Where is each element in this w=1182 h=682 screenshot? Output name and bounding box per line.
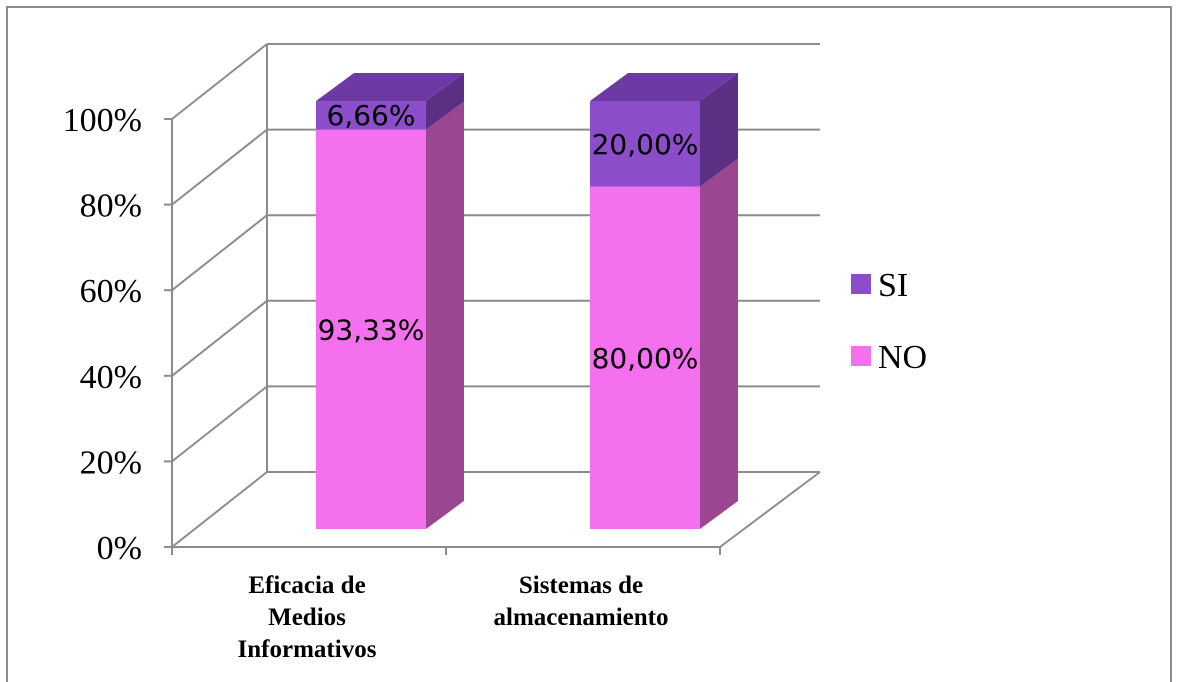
legend-swatch-no (851, 346, 871, 366)
y-tick-label: 40% (80, 359, 142, 396)
bar-no-side (700, 158, 738, 529)
y-tick-label: 20% (80, 444, 142, 481)
side-wall-gridline (171, 385, 268, 463)
x-tick-label: Eficacia de (248, 572, 365, 599)
bar-si-top (590, 73, 738, 101)
bar-no-side (426, 101, 464, 529)
legend-label-si: SI (878, 267, 908, 304)
bar-si-side (700, 73, 738, 187)
bar-si-front (590, 101, 700, 187)
y-tick-label: 80% (80, 188, 142, 225)
x-tick-label: almacenamiento (494, 604, 669, 631)
legend-swatch-si (851, 274, 871, 294)
bar-no-front (590, 186, 700, 529)
y-tick-label: 0% (97, 530, 142, 567)
bar-si-side (426, 73, 464, 130)
bar-si-front (316, 101, 426, 130)
side-wall-gridline (171, 471, 268, 548)
x-tick-label: Informativos (238, 636, 377, 663)
floor-edge (719, 471, 821, 548)
data-label: 20,00% (592, 128, 699, 161)
chart-frame (6, 6, 1172, 682)
bar-si-top (316, 73, 464, 102)
side-wall-gridline (171, 300, 268, 377)
y-tick-label: 100% (63, 102, 142, 139)
side-wall-gridline (171, 214, 268, 291)
bar-no-front (316, 129, 426, 529)
legend-label-no: NO (878, 339, 927, 376)
side-wall-gridline (171, 43, 268, 120)
x-tick-label: Medios (268, 604, 346, 631)
x-tick-label: Sistemas de (519, 572, 643, 599)
data-label: 6,66% (327, 99, 416, 132)
side-wall-gridline (171, 128, 268, 206)
y-tick-label: 60% (80, 273, 142, 310)
data-label: 93,33% (318, 313, 425, 346)
data-label: 80,00% (592, 342, 699, 375)
